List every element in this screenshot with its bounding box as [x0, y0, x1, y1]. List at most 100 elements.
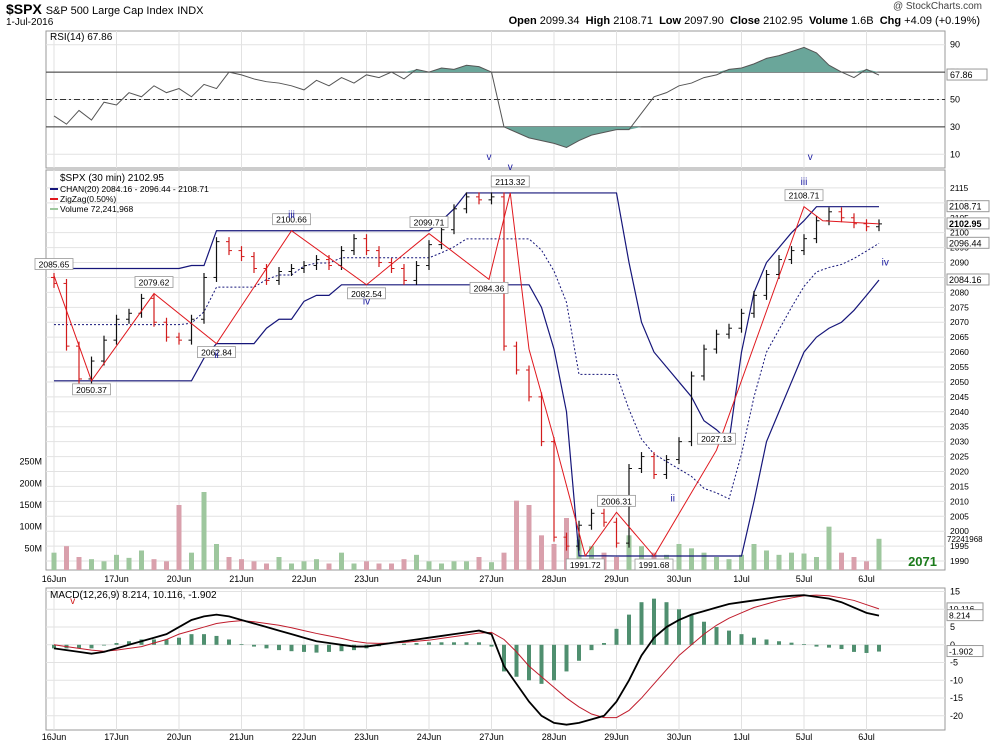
volume-bar [589, 546, 594, 570]
high-label: High [585, 15, 611, 27]
legend-label: Volume 72,241,968 [60, 204, 134, 214]
histogram-bar [539, 644, 544, 684]
wave-count-label: iii [288, 210, 295, 221]
volume-tick-label: 200M [19, 478, 42, 488]
zigzag-line [53, 192, 880, 558]
histogram-bar [339, 644, 344, 652]
volume-bar [689, 548, 694, 570]
panel-frame-price [45, 169, 946, 571]
pivot-label: 2099.71 [414, 218, 445, 228]
price-tick-label: 2025 [950, 452, 969, 462]
volume-bar [776, 554, 782, 570]
volume-bar [839, 552, 844, 570]
volume-bar [64, 546, 69, 570]
histogram-bar [214, 635, 219, 645]
price-tick-label: 2100 [950, 228, 969, 238]
price-tick-label: 1995 [950, 541, 969, 551]
volume-bar [51, 552, 57, 570]
price-tick-label: 2075 [950, 302, 969, 312]
pivot-label-box [347, 287, 386, 300]
high-value: 2108.71 [613, 15, 653, 27]
volume-bar [501, 552, 507, 570]
volume-bar [226, 557, 232, 570]
x-tick-label: 23Jun [354, 732, 379, 742]
pivot-label: 2062.84 [201, 348, 232, 358]
wave-count-label: v [508, 162, 513, 173]
pivot-label-box [490, 175, 530, 188]
volume-bar [189, 552, 194, 570]
price-tick-label: 2000 [950, 526, 969, 536]
legend-label: ZigZag(0.50%) [60, 194, 116, 204]
price-tick-label: 2115 [950, 183, 969, 193]
histogram-bar [264, 644, 269, 649]
volume-bar [164, 561, 169, 570]
volume-bar [726, 559, 732, 570]
chg-label: Chg [879, 15, 902, 27]
price-last-value-box [946, 217, 990, 230]
pivot-label-box [72, 383, 111, 396]
rsi-tick-label: 10 [950, 149, 960, 159]
histogram-bar [452, 642, 456, 645]
open-label: Open [508, 15, 537, 27]
pivot-label: 2085.65 [39, 260, 70, 270]
histogram-bar [752, 637, 756, 645]
histogram-bar [302, 644, 306, 652]
macd-tick-label: -5 [950, 658, 958, 668]
x-tick-label: 16Jun [42, 574, 67, 584]
histogram-bar [652, 598, 656, 645]
x-tick-label: 28Jun [542, 732, 567, 742]
price-tick-label: 2045 [950, 392, 969, 402]
volume-bar [739, 554, 744, 570]
histogram-bar [689, 614, 694, 645]
pivot-label: 2082.54 [351, 289, 382, 299]
histogram-bar [627, 614, 631, 645]
chart-date: 1-Jul-2016 [6, 17, 54, 28]
volume-bar [426, 561, 432, 570]
volume-bar [451, 561, 457, 570]
pivot-label: 2079.62 [139, 278, 170, 288]
macd-tick-label: -15 [950, 693, 963, 703]
wave-count-label: ii [671, 493, 675, 504]
volume-bar [114, 554, 119, 570]
histogram-bar [227, 639, 231, 645]
volume-bar [439, 563, 444, 570]
rsi-tick-label: 90 [950, 40, 960, 50]
volume-bar [89, 559, 94, 570]
price-tick-label: 2040 [950, 407, 969, 417]
x-tick-label: 1Jul [733, 574, 750, 584]
histogram-bar [177, 637, 181, 645]
histogram-bar [289, 644, 294, 652]
pivot-label-box [597, 494, 636, 507]
signal-line [53, 594, 880, 719]
volume-bar [551, 544, 557, 570]
volume-bar [201, 492, 207, 570]
volume-bar [176, 505, 182, 570]
volume-bar [764, 550, 769, 570]
x-tick-label: 20Jun [167, 574, 192, 584]
volume-tick-label: 100M [19, 522, 42, 532]
histogram-bar [552, 644, 556, 681]
x-tick-label: 1Jul [733, 732, 750, 742]
pivot-label-box [134, 276, 174, 288]
rsi-overbought-fill [54, 47, 879, 73]
x-tick-label: 17Jun [104, 574, 129, 584]
volume-bar [126, 557, 132, 570]
volume-bar [614, 557, 619, 570]
histogram-bar [602, 643, 606, 645]
x-tick-label: 28Jun [542, 574, 567, 584]
index-name: S&P 500 Large Cap Index [45, 5, 174, 17]
price-tick-label: 2030 [950, 437, 969, 447]
close-label: Close [730, 15, 760, 27]
macd-last-value-label: 10.116 [949, 604, 975, 614]
volume-bar [676, 544, 682, 570]
pivot-label-box [409, 216, 449, 228]
histogram-bar [614, 628, 619, 645]
price-tick-label: 1990 [950, 556, 969, 566]
close-value: 2102.95 [763, 15, 803, 27]
x-tick-label: 22Jun [292, 574, 317, 584]
x-tick-label: 6Jul [858, 574, 875, 584]
price-annotation: 2071 [908, 554, 937, 569]
pivot-label: 2113.32 [495, 177, 525, 187]
x-tick-label: 23Jun [354, 574, 379, 584]
volume-bar [626, 535, 632, 570]
